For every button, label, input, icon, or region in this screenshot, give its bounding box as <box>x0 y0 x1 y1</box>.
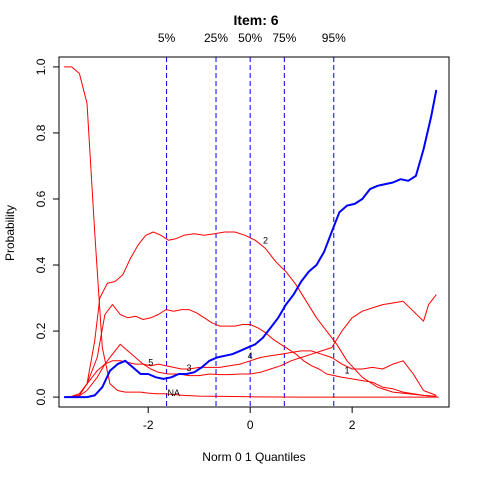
quantile-labels: 5% 25% 50% 75% 95% <box>158 31 346 45</box>
option-line <box>64 350 437 398</box>
y-tick-label: 1.0 <box>34 58 48 75</box>
option-line <box>64 231 437 398</box>
quantile-label: 5% <box>158 31 176 45</box>
option-line <box>64 304 437 398</box>
y-tick-label: 0.4 <box>34 256 48 273</box>
x-tick-label: 0 <box>247 418 254 432</box>
curve-labels: NA 2 3 4 5 1 <box>148 235 349 398</box>
option-label: 3 <box>186 363 191 373</box>
quantile-label: 50% <box>238 31 262 45</box>
quantile-label: 95% <box>322 31 346 45</box>
x-axis-title: Norm 0 1 Quantiles <box>202 450 305 464</box>
quantile-label: 75% <box>272 31 296 45</box>
series-lines <box>64 66 439 399</box>
y-tick-label: 0.2 <box>34 322 48 339</box>
expected-score-line <box>64 89 438 399</box>
quantile-label: 25% <box>204 31 228 45</box>
x-tick-label: -2 <box>143 418 154 432</box>
option-label: 1 <box>345 366 350 376</box>
chart-title: Item: 6 <box>233 12 278 28</box>
x-axis: -2 0 2 <box>143 407 356 432</box>
y-axis: 0.0 0.2 0.4 0.6 0.8 1.0 <box>34 58 59 405</box>
option-label: 4 <box>248 351 253 361</box>
plot-frame <box>58 56 450 408</box>
y-tick-label: 0.8 <box>34 124 48 141</box>
y-tick-label: 0.0 <box>34 388 48 405</box>
y-tick-label: 0.6 <box>34 190 48 207</box>
y-axis-title: Probability <box>3 205 17 261</box>
option-label: NA <box>167 388 180 398</box>
x-tick-label: 2 <box>349 418 356 432</box>
option-line <box>64 294 437 398</box>
quantile-lines <box>166 57 335 407</box>
option-label: 2 <box>263 235 268 245</box>
option-label: 5 <box>148 357 153 367</box>
option-line <box>64 66 439 398</box>
